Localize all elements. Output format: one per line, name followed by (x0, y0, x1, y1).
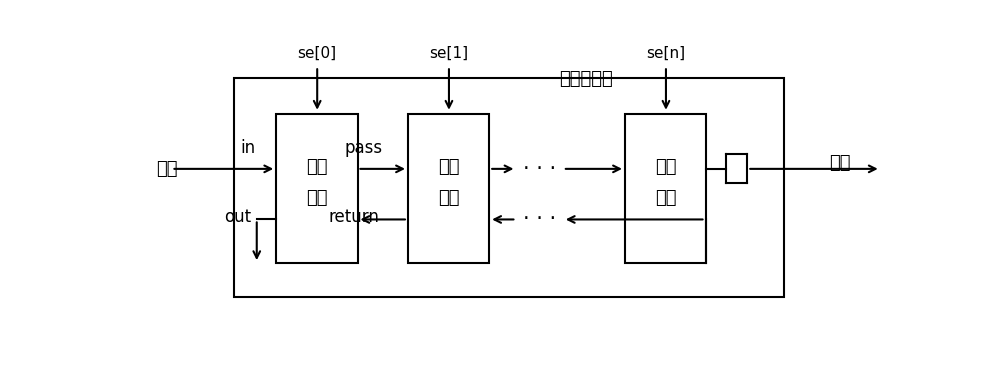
Text: 单元: 单元 (438, 189, 459, 207)
Text: 单元: 单元 (655, 189, 676, 207)
Text: se[0]: se[0] (298, 46, 337, 61)
Text: 可调延时链: 可调延时链 (559, 70, 613, 88)
Text: · · ·: · · · (523, 159, 556, 179)
Text: pass: pass (344, 139, 382, 157)
Text: 延时: 延时 (438, 158, 459, 176)
Text: se[1]: se[1] (429, 46, 469, 61)
Text: 单元: 单元 (306, 189, 328, 207)
Text: 输出: 输出 (829, 154, 850, 172)
Text: 延时: 延时 (306, 158, 328, 176)
Bar (408, 114, 489, 263)
Text: out: out (224, 208, 251, 226)
Bar (276, 114, 358, 263)
Text: 延时: 延时 (655, 158, 676, 176)
Text: 输入: 输入 (156, 160, 178, 178)
Text: return: return (328, 208, 379, 226)
Bar (234, 77, 784, 297)
Text: · · ·: · · · (523, 210, 556, 230)
Text: in: in (240, 139, 255, 157)
Bar (625, 114, 706, 263)
Text: se[n]: se[n] (646, 46, 686, 61)
